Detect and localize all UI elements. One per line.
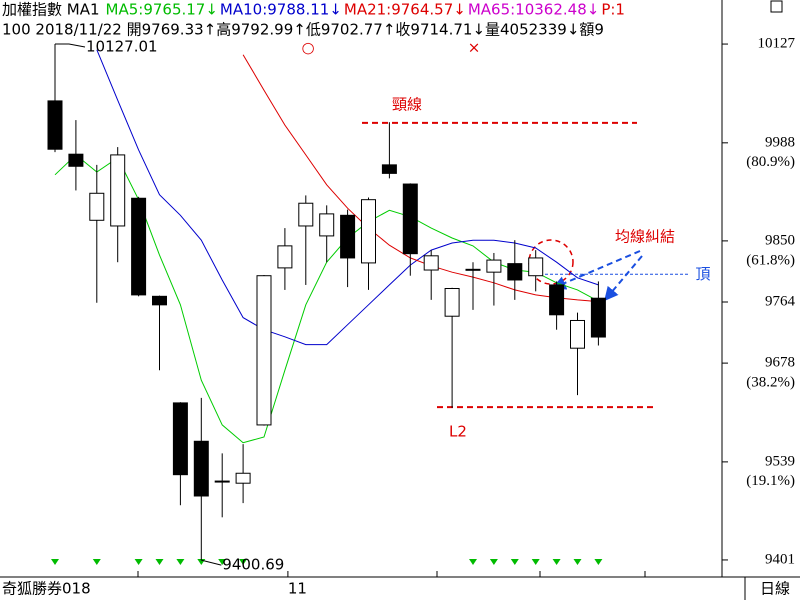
candle-body (340, 214, 356, 259)
arrow (551, 250, 641, 290)
signal-marker (531, 559, 540, 565)
candle-body (590, 297, 606, 338)
signal-marker (573, 559, 582, 565)
candle-body (256, 275, 272, 426)
support-label: L2 (449, 423, 467, 441)
signal-marker (489, 559, 498, 565)
fib-label: (61.8%) (746, 253, 795, 269)
candle-body (214, 480, 230, 483)
label-leader (55, 43, 86, 48)
value-axis: 10127 9988 9850 9764 9678 9539 9401 (80.9%) (61.… (722, 35, 796, 567)
fib-label: (80.9%) (746, 154, 795, 170)
top-label: 頂 (695, 265, 710, 283)
candle-body (47, 100, 63, 150)
signal-marker (469, 559, 477, 565)
candle-body (361, 199, 376, 264)
candle-body (486, 259, 502, 273)
candle-body (235, 472, 251, 484)
candle-body (319, 213, 335, 237)
signal-marker (134, 559, 143, 565)
candle-body (193, 440, 209, 497)
marker: × (468, 39, 481, 57)
corner-box (770, 0, 783, 13)
header-item: MA65:10362.48↓ (468, 1, 599, 19)
candle-body (444, 288, 460, 317)
candle-body (465, 268, 481, 271)
header-clip (720, 0, 800, 20)
candle-body (89, 192, 105, 221)
candle-body (131, 197, 147, 296)
header: 加權指數 MA1 MA5:9765.17↓ MA10:9788.11↓ MA21:97… (0, 0, 800, 40)
y-tick-label: 9764 (765, 293, 796, 309)
header-title: 加權指數 MA1 (2, 1, 100, 19)
candle-body (68, 153, 84, 167)
footer-left: 奇狐勝券018 (2, 580, 91, 598)
candle-body (507, 263, 523, 281)
fib-label: (19.1%) (746, 473, 795, 489)
y-tick-label: 9988 (765, 134, 795, 150)
signal-marker (51, 559, 59, 565)
header-bg (0, 0, 721, 40)
label-leader (201, 559, 222, 566)
header-item: MA21:9764.57↓ (344, 1, 466, 19)
y-tick-label: 9678 (765, 355, 795, 371)
header-item: MA10:9788.11↓ (220, 1, 342, 19)
y-tick-label: 10127 (758, 35, 796, 51)
high-label: 10127.01 (86, 38, 158, 56)
x-tick-label: 11 (288, 580, 307, 598)
y-tick-label: 9850 (765, 232, 795, 248)
candle-body (549, 284, 565, 316)
footer-right: 日線 (760, 580, 790, 598)
candle-body (298, 202, 314, 227)
signal-marker (92, 559, 101, 565)
ma-line (242, 54, 599, 303)
signal-marker (239, 559, 248, 565)
header-item: P:1 (601, 1, 625, 19)
signal-marker (510, 559, 519, 565)
candle-body (277, 245, 293, 269)
signal-marker (155, 559, 164, 565)
neckline-label: 頸線 (392, 95, 422, 113)
candle-body (528, 257, 544, 277)
candle-body (570, 319, 585, 349)
signal-marker (176, 559, 185, 565)
candle-body (152, 295, 167, 306)
tangle-label: 均線糾結 (615, 228, 675, 246)
y-tick-label: 9401 (765, 551, 795, 567)
marker: ○ (301, 39, 314, 57)
candle-body (423, 255, 439, 271)
header-item: MA5:9765.17↓ (106, 1, 218, 19)
signal-marker (218, 559, 227, 565)
highlight-circle (528, 239, 574, 285)
candle-body (402, 183, 418, 255)
candle-body (381, 164, 397, 174)
signal-marker (552, 559, 561, 565)
plot-area: 11 頸線 L2 頂 均線糾結 ○ × 10127.01 9400.69 (47, 38, 711, 598)
header-info: 100 2018/11/22 開9769.33↑高9792.99↑低9702.7… (2, 21, 604, 39)
low-label: 9400.69 (222, 556, 284, 574)
candle-body (172, 402, 188, 476)
candle-body (110, 154, 126, 227)
y-tick-label: 9539 (765, 453, 795, 469)
fib-label: (38.2%) (746, 374, 795, 390)
signal-marker (594, 559, 603, 565)
